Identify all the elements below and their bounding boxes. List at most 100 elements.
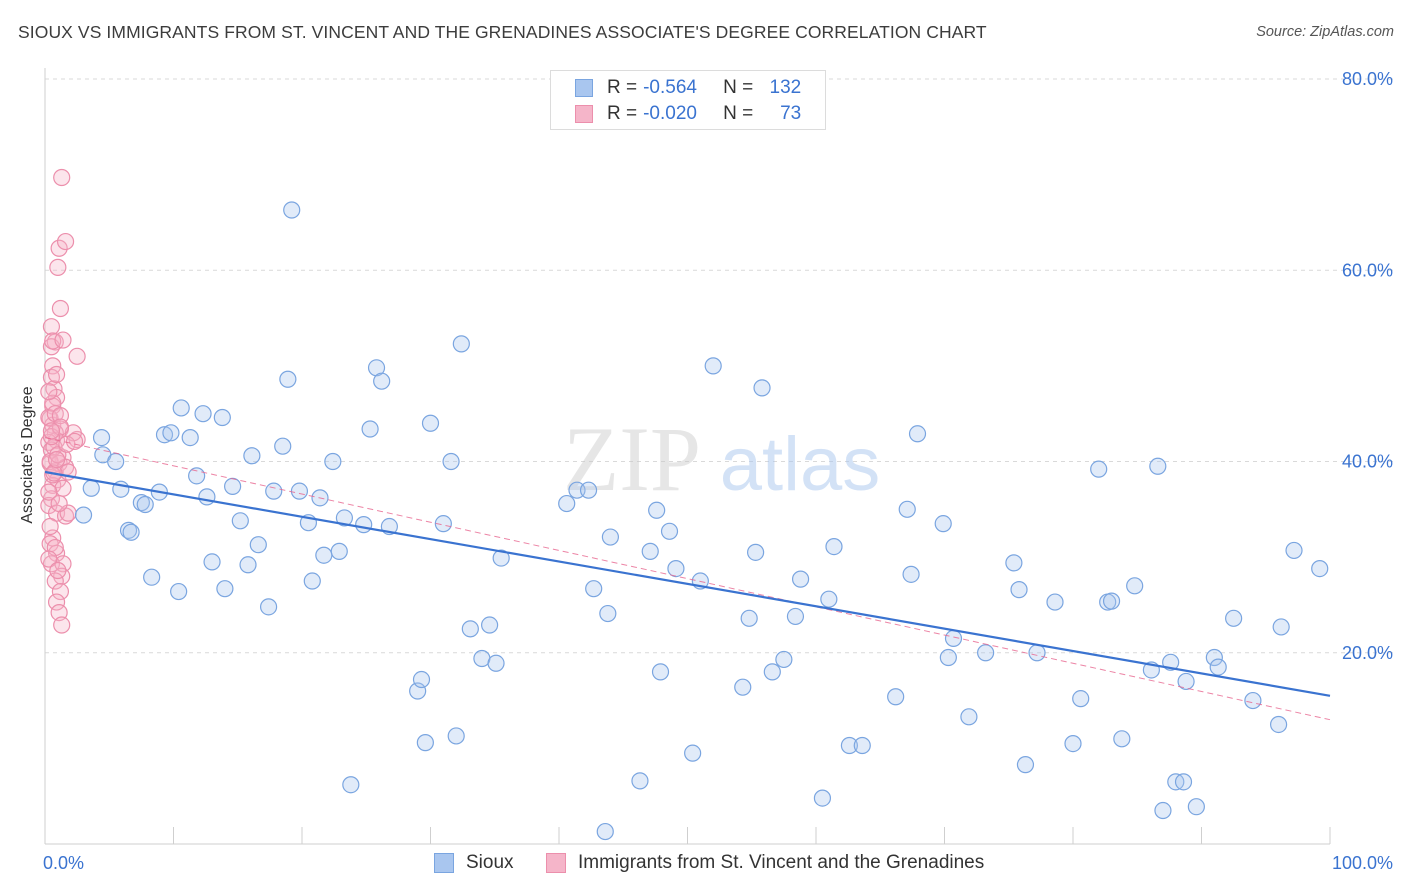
data-point-sioux <box>902 565 920 583</box>
data-point-immigrants <box>68 347 86 365</box>
bottom-legend-sioux: Sioux <box>434 852 514 874</box>
data-point-immigrants <box>42 318 61 336</box>
data-point-sioux <box>290 482 309 500</box>
data-point-immigrants <box>40 550 58 568</box>
data-point-sioux <box>934 515 952 533</box>
data-point-immigrants <box>53 168 71 187</box>
data-point-sioux <box>977 644 995 662</box>
data-point-sioux <box>155 426 174 444</box>
data-point-sioux <box>315 546 333 564</box>
data-point-sioux <box>259 598 278 616</box>
data-point-sioux <box>599 604 617 623</box>
data-point-immigrants <box>51 582 70 601</box>
y-tick-label: 20.0% <box>1342 643 1393 663</box>
legend-row-sioux: R = -0.564 N = 132 <box>575 76 801 100</box>
data-point-immigrants <box>41 517 59 536</box>
legend-swatch-sioux <box>575 79 593 97</box>
x-tick-label: 100.0% <box>1332 853 1393 873</box>
chart-title: SIOUX VS IMMIGRANTS FROM ST. VINCENT AND… <box>18 22 987 42</box>
data-point-sioux <box>734 678 752 696</box>
data-point-sioux <box>1126 577 1144 595</box>
data-point-sioux <box>596 822 614 841</box>
data-point-sioux <box>1010 581 1028 599</box>
data-point-sioux <box>481 616 499 634</box>
data-point-sioux <box>492 549 510 567</box>
data-point-sioux <box>303 572 321 590</box>
data-point-immigrants <box>47 450 66 469</box>
legend-r-label: R = <box>607 77 638 98</box>
data-point-sioux <box>1149 457 1167 475</box>
data-point-sioux <box>355 516 373 534</box>
data-point-sioux <box>641 542 659 560</box>
data-point-sioux <box>283 201 301 219</box>
data-point-sioux <box>335 509 354 527</box>
data-point-immigrants <box>50 239 68 257</box>
data-point-sioux <box>330 542 348 560</box>
data-point-sioux <box>791 570 810 588</box>
data-point-sioux <box>122 523 140 541</box>
data-point-sioux <box>82 479 100 497</box>
data-point-sioux <box>1205 648 1223 667</box>
data-point-immigrants <box>46 572 64 590</box>
legend-n-label: N = <box>723 103 754 124</box>
series-immigrants-points <box>40 168 86 634</box>
data-point-sioux <box>143 568 161 586</box>
y-tick-label: 60.0% <box>1342 260 1393 280</box>
data-point-sioux <box>820 590 838 608</box>
legend-n-value: 73 <box>780 103 802 124</box>
watermark-zip: ZIP <box>563 408 701 510</box>
data-point-sioux <box>461 620 479 638</box>
data-point-sioux <box>1090 460 1108 478</box>
tick-labels: 20.0% 40.0% 60.0% 80.0% 0.0% 100.0% <box>43 69 1393 873</box>
data-point-immigrants <box>51 299 70 318</box>
data-point-sioux <box>1311 559 1329 578</box>
data-point-sioux <box>1285 541 1303 560</box>
data-point-immigrants <box>42 422 61 440</box>
data-point-sioux <box>853 736 871 755</box>
data-point-immigrants <box>54 331 72 349</box>
data-point-sioux <box>224 477 242 495</box>
legend-swatch-immigrants <box>575 105 593 123</box>
data-point-sioux <box>119 521 138 539</box>
data-point-sioux <box>373 372 391 390</box>
bottom-legend-label-sioux: Sioux <box>466 852 514 873</box>
data-point-sioux <box>361 420 379 438</box>
y-tick-label: 40.0% <box>1342 452 1393 472</box>
data-point-sioux <box>786 607 805 626</box>
data-point-sioux <box>1225 609 1243 627</box>
data-point-sioux <box>648 501 666 519</box>
data-point-immigrants <box>47 365 66 384</box>
data-point-immigrants <box>40 483 58 501</box>
data-point-sioux <box>412 670 431 689</box>
bottom-legend-swatch-immigrants <box>546 853 566 873</box>
data-point-sioux <box>136 495 154 514</box>
data-point-sioux <box>660 522 679 540</box>
data-point-sioux <box>1187 798 1205 816</box>
data-point-sioux <box>107 452 125 471</box>
data-point-immigrants <box>49 561 67 580</box>
data-point-sioux <box>452 335 470 353</box>
bottom-legend-swatch-sioux <box>434 853 454 873</box>
data-point-sioux <box>162 424 180 442</box>
data-point-sioux <box>249 536 267 554</box>
data-point-sioux <box>840 736 859 755</box>
legend-r-value: -0.020 <box>643 103 697 124</box>
data-point-sioux <box>887 688 905 706</box>
data-point-sioux <box>601 528 620 546</box>
y-tick-label: 80.0% <box>1342 69 1393 89</box>
data-point-sioux <box>908 425 927 443</box>
data-point-sioux <box>447 727 465 745</box>
data-point-sioux <box>342 776 360 794</box>
legend-r-value: -0.564 <box>643 77 697 98</box>
data-point-sioux <box>416 734 434 752</box>
data-point-sioux <box>939 648 957 667</box>
data-point-sioux <box>753 379 771 397</box>
data-point-sioux <box>279 370 297 388</box>
data-point-sioux <box>1102 592 1121 610</box>
data-point-sioux <box>442 452 460 471</box>
data-point-sioux <box>1064 734 1082 753</box>
data-point-immigrants <box>53 616 71 634</box>
data-point-sioux <box>1113 730 1131 748</box>
data-point-sioux <box>198 488 216 506</box>
legend: R = -0.564 N = 132 R = -0.020 N = 73 <box>550 70 826 130</box>
